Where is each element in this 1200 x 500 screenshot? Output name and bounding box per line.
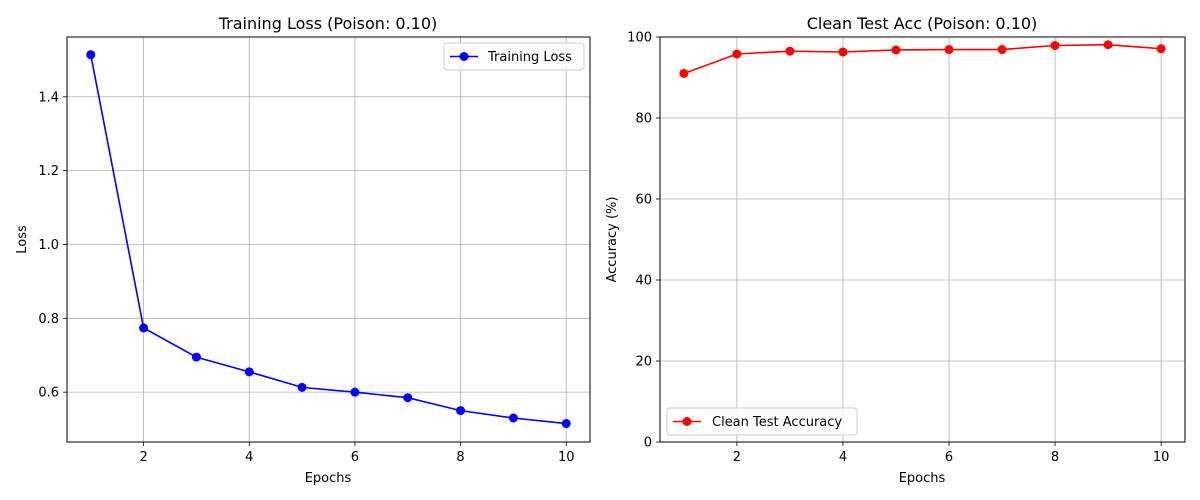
loss-series bbox=[86, 50, 571, 429]
accuracy-x-axis-label: Epochs bbox=[899, 471, 946, 486]
loss-data-point bbox=[508, 413, 518, 423]
accuracy-y-tick-label: 0 bbox=[644, 436, 652, 451]
loss-data-point bbox=[191, 352, 201, 362]
accuracy-data-point bbox=[1103, 40, 1113, 50]
accuracy-plot-frame bbox=[659, 36, 1186, 443]
loss-data-point bbox=[297, 382, 307, 392]
loss-ticks: 2 4 6 8 10 0.6 0.8 1.0 1.2 1.4 bbox=[38, 90, 574, 465]
loss-legend-label: Training Loss bbox=[487, 50, 572, 65]
loss-series-line bbox=[89, 54, 567, 425]
loss-data-point bbox=[139, 323, 149, 333]
loss-y-tick-label: 1.0 bbox=[38, 238, 59, 253]
accuracy-data-point bbox=[944, 45, 954, 55]
accuracy-y-tick-label: 20 bbox=[635, 355, 652, 370]
loss-data-point bbox=[456, 406, 466, 416]
accuracy-data-point bbox=[1156, 44, 1166, 54]
loss-legend-marker bbox=[459, 52, 469, 61]
accuracy-data-point bbox=[732, 49, 742, 59]
loss-data-point bbox=[350, 387, 360, 397]
accuracy-data-point bbox=[997, 45, 1007, 55]
accuracy-data-point bbox=[838, 47, 848, 57]
accuracy-chart-title: Clean Test Acc (Poison: 0.10) bbox=[807, 14, 1038, 33]
loss-y-tick-label: 1.4 bbox=[38, 90, 59, 105]
accuracy-chart: Clean Test Acc (Poison: 0.10) 2 4 6 8 100204… bbox=[605, 14, 1186, 486]
loss-y-axis-label: Loss bbox=[15, 225, 30, 254]
loss-x-tick-label: 2 bbox=[139, 450, 147, 465]
loss-x-tick-label: 4 bbox=[245, 450, 253, 465]
loss-data-point bbox=[244, 367, 254, 377]
accuracy-x-tick-label: 4 bbox=[839, 450, 847, 465]
accuracy-series-line bbox=[683, 43, 1162, 75]
accuracy-y-axis-label: Accuracy (%) bbox=[605, 197, 620, 283]
accuracy-data-point bbox=[785, 46, 795, 56]
accuracy-legend-marker bbox=[682, 417, 692, 426]
accuracy-y-tick-label: 80 bbox=[635, 112, 652, 127]
loss-y-tick-label: 0.8 bbox=[38, 312, 59, 327]
accuracy-data-point bbox=[891, 45, 901, 55]
loss-legend: Training Loss bbox=[443, 42, 585, 71]
accuracy-x-tick-label: 6 bbox=[945, 450, 953, 465]
loss-data-point bbox=[561, 419, 571, 429]
loss-y-tick-label: 0.6 bbox=[38, 386, 59, 401]
accuracy-data-point bbox=[1050, 41, 1060, 51]
loss-x-tick-label: 8 bbox=[456, 450, 464, 465]
accuracy-x-tick-label: 10 bbox=[1153, 450, 1170, 465]
loss-chart-title: Training Loss (Poison: 0.10) bbox=[218, 14, 438, 33]
accuracy-series bbox=[679, 40, 1166, 78]
loss-x-tick-label: 10 bbox=[558, 450, 575, 465]
loss-y-tick-label: 1.2 bbox=[38, 164, 59, 179]
accuracy-x-tick-label: 8 bbox=[1051, 450, 1059, 465]
accuracy-legend-label: Clean Test Accuracy bbox=[712, 415, 842, 430]
loss-legend-box bbox=[443, 42, 585, 71]
loss-x-axis-label: Epochs bbox=[305, 471, 352, 486]
loss-x-tick-label: 6 bbox=[351, 450, 359, 465]
accuracy-legend-box bbox=[666, 407, 858, 436]
loss-data-point bbox=[86, 50, 96, 60]
accuracy-x-tick-label: 2 bbox=[733, 450, 741, 465]
accuracy-y-tick-label: 100 bbox=[627, 31, 652, 46]
loss-plot-frame bbox=[66, 36, 591, 443]
accuracy-y-tick-label: 60 bbox=[635, 193, 652, 208]
accuracy-data-point bbox=[679, 68, 689, 78]
loss-chart: Training Loss (Poison: 0.10) 2 4 6 8 10 0.6 0.… bbox=[15, 14, 591, 486]
accuracy-legend: Clean Test Accuracy bbox=[666, 407, 858, 436]
accuracy-y-tick-label: 40 bbox=[635, 274, 652, 289]
loss-data-point bbox=[403, 393, 413, 403]
loss-grid bbox=[67, 37, 590, 442]
